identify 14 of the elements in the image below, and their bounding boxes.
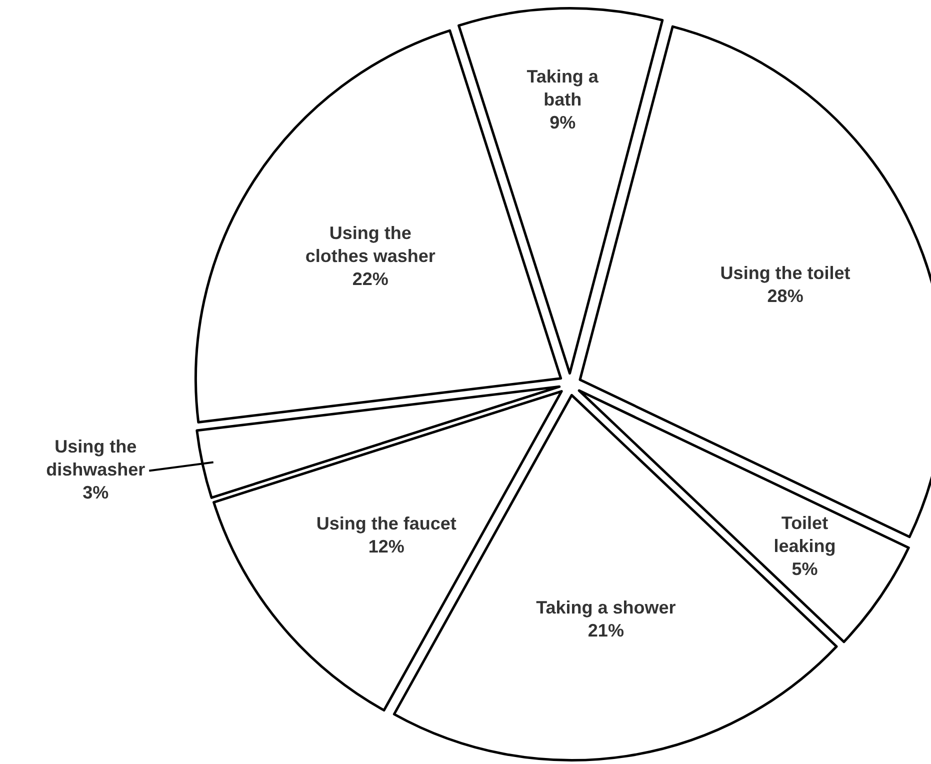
data-label: 3% (82, 482, 109, 503)
slice-label: Using the faucet (316, 513, 456, 534)
data-label: 22% (352, 268, 388, 289)
slice-label: Using the toilet (720, 262, 850, 283)
slice-label: Using the dishwasher (46, 436, 146, 480)
data-label: 28% (767, 286, 804, 306)
data-label: 21% (588, 620, 624, 641)
data-label: 12% (368, 536, 404, 556)
slice-label: Using the clothes washer (305, 222, 436, 266)
slice-label: Taking a bath (526, 66, 600, 110)
slice-label: Toilet leaking (774, 512, 836, 556)
slice-label: Taking a shower (536, 598, 676, 618)
data-label: 5% (792, 558, 818, 579)
data-label: 9% (550, 112, 576, 132)
